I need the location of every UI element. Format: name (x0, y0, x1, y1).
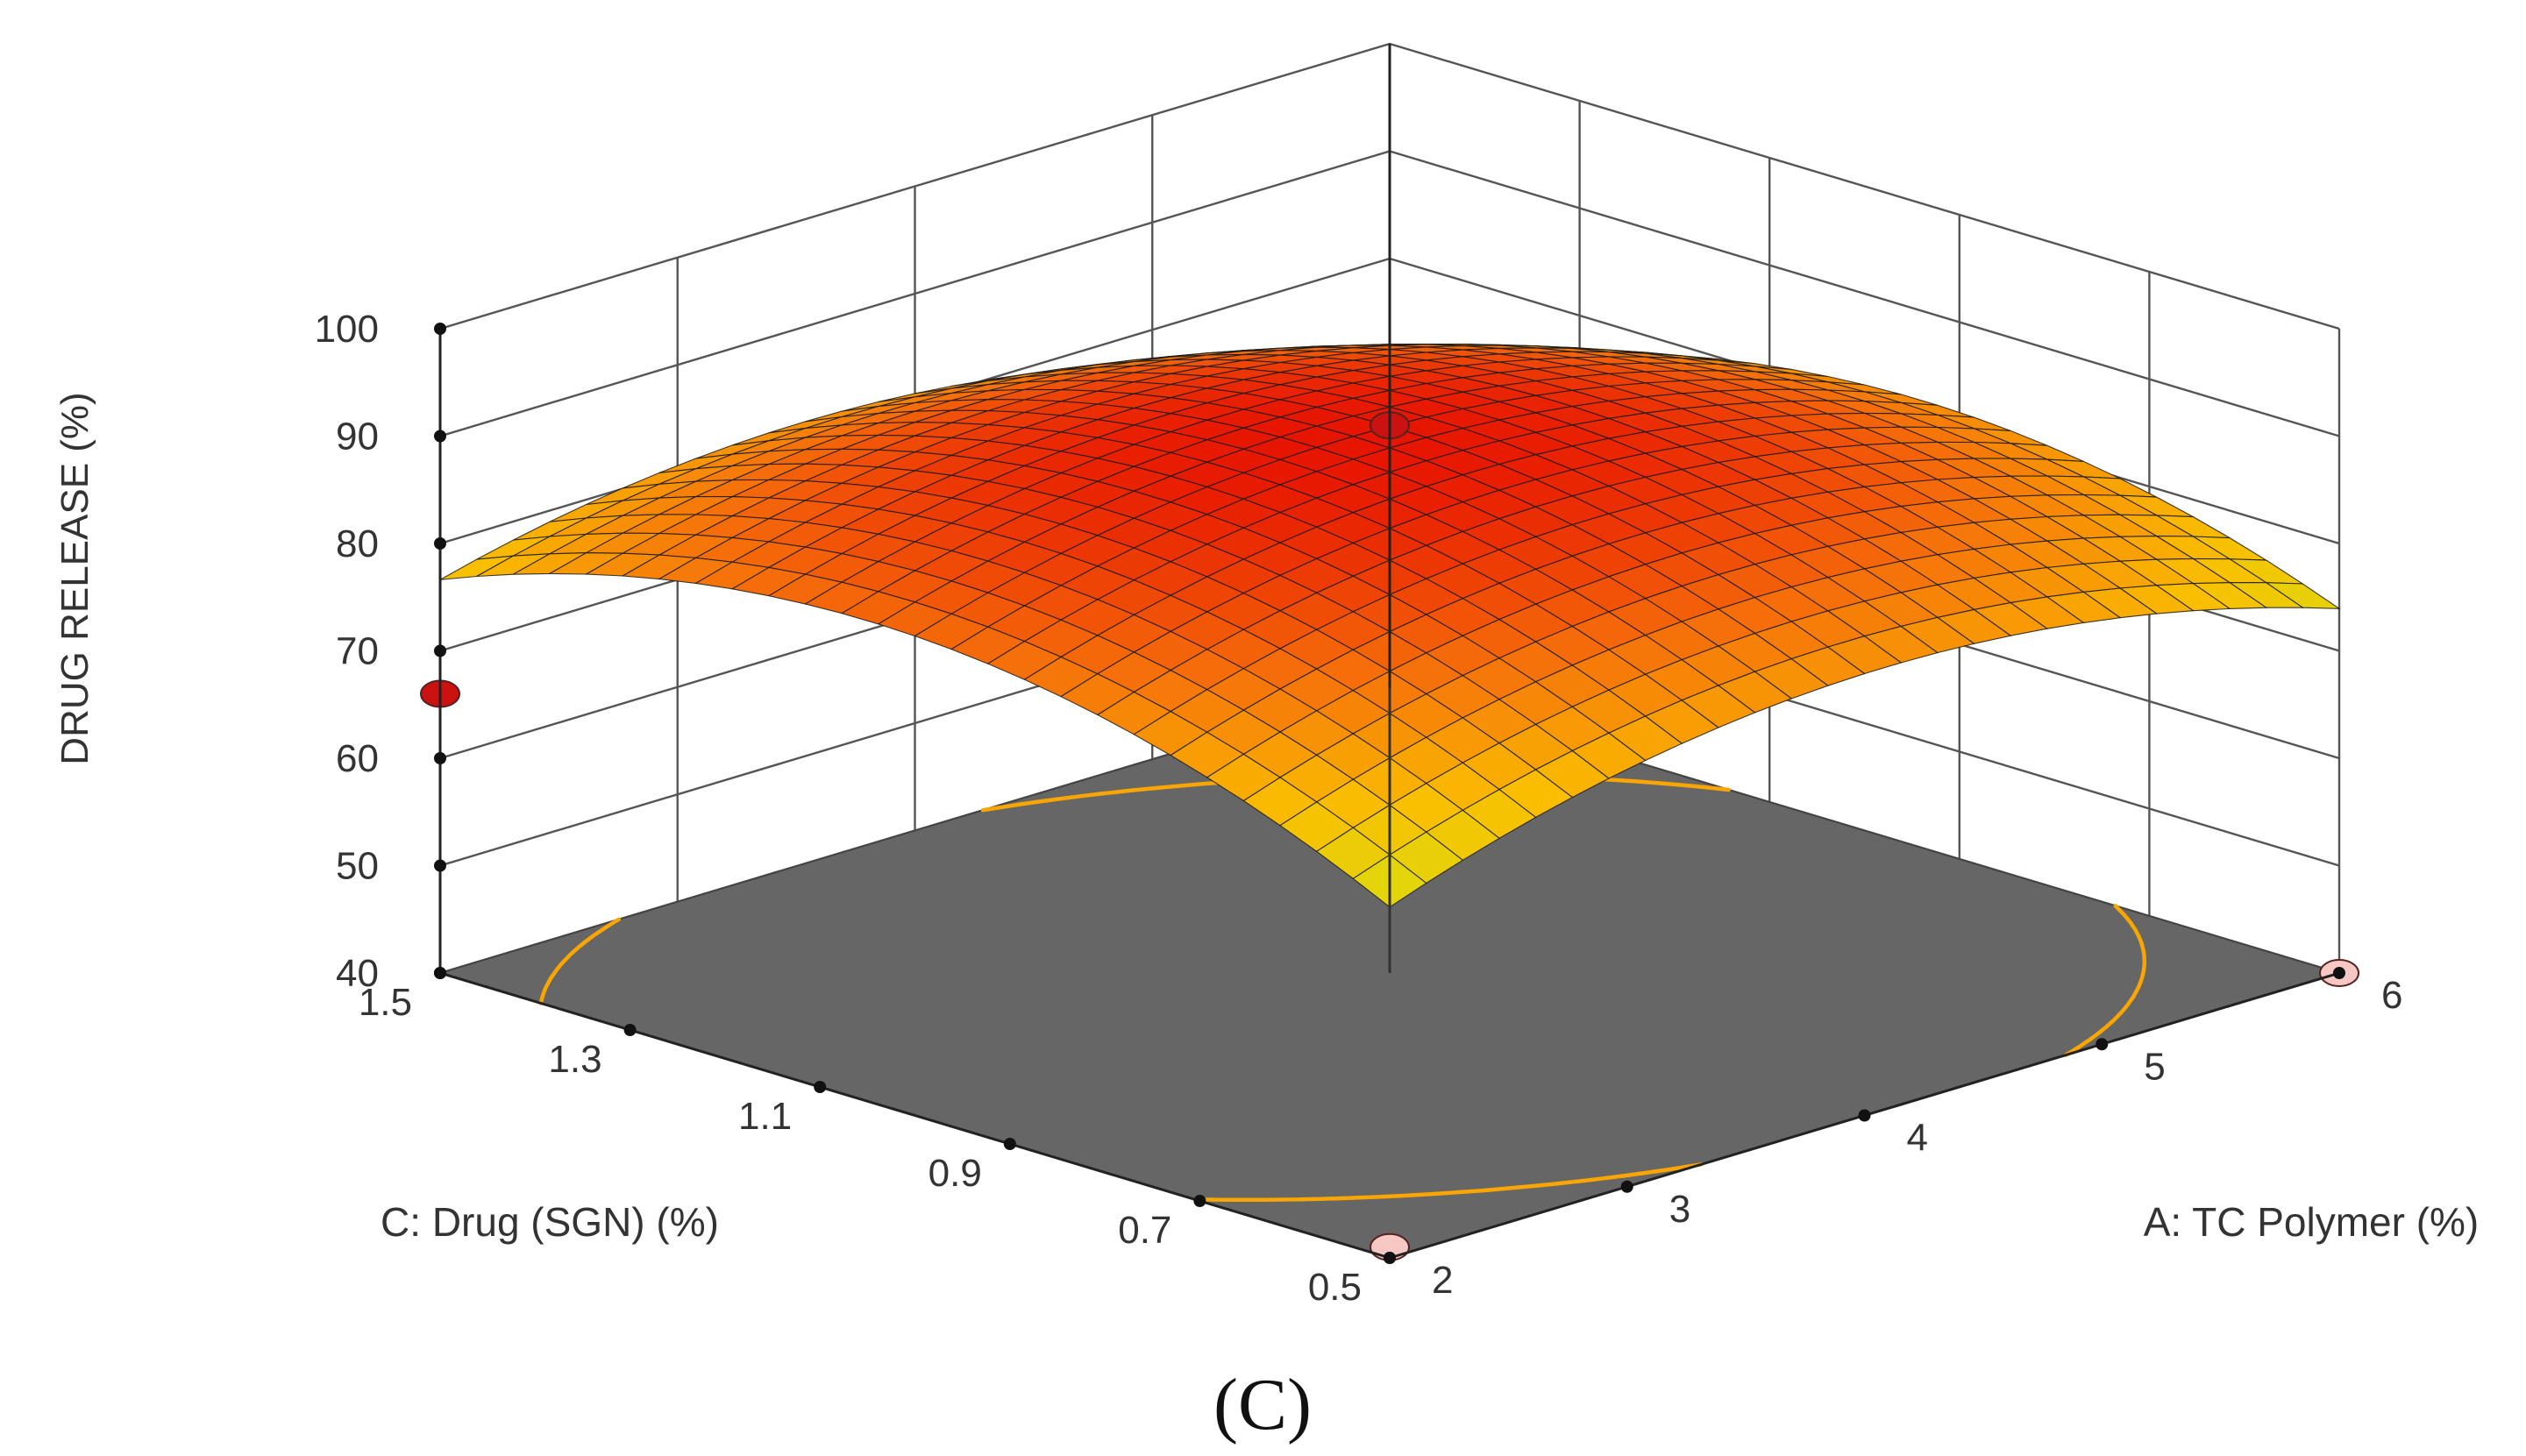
response-surface (439, 344, 2341, 908)
z-tick-dot (434, 430, 446, 443)
z-tick-label: 40 (336, 952, 379, 995)
y-tick-dot (1003, 1138, 1016, 1150)
x-tick-label: 6 (2381, 974, 2402, 1017)
z-tick-label: 50 (336, 845, 379, 888)
z-tick-dot (434, 644, 446, 657)
z-tick-label: 90 (336, 415, 379, 458)
y-tick-label: 1.5 (359, 981, 412, 1024)
z-tick-dot (434, 323, 446, 335)
x-tick-label: 5 (2144, 1045, 2165, 1088)
z-tick-dot (434, 859, 446, 872)
x-tick-label: 3 (1669, 1188, 1690, 1231)
y-tick-dot (1193, 1195, 1206, 1207)
z-axis-label: DRUG RELEASE (%) (53, 392, 96, 764)
z-tick-dot (434, 537, 446, 550)
z-tick-label: 100 (315, 308, 379, 351)
z-tick-label: 80 (336, 522, 379, 565)
y-tick-dot (623, 1024, 637, 1036)
y-tick-dot (434, 967, 446, 979)
x-tick-label: 4 (1907, 1117, 1928, 1160)
x-tick-dot (1620, 1180, 1633, 1193)
x-tick-dot (2333, 967, 2345, 979)
x-tick-label: 2 (1432, 1259, 1453, 1302)
axes: 100 90 80 70 60 50 40 2 3 4 5 6 0.5 0.7 0.9 1.1 1.3 1.5 (315, 44, 2402, 1309)
y-tick-label: 0.5 (1308, 1266, 1362, 1309)
panel-label: (C) (1213, 1364, 1312, 1445)
x-axis-label: A: TC Polymer (%) (2144, 1199, 2480, 1245)
y-tick-dot (1384, 1252, 1396, 1264)
y-tick-label: 1.1 (738, 1095, 792, 1138)
z-tick-label: 60 (336, 737, 379, 780)
x-tick-dot (1858, 1109, 1871, 1122)
y-axis-label: C: Drug (SGN) (%) (381, 1199, 719, 1245)
y-tick-dot (814, 1081, 827, 1093)
z-tick-label: 70 (336, 630, 379, 673)
x-tick-dot (2096, 1038, 2109, 1051)
y-tick-label: 1.3 (548, 1038, 601, 1081)
y-tick-label: 0.9 (929, 1152, 982, 1195)
y-axis-line (439, 971, 1391, 1260)
y-tick-label: 0.7 (1118, 1209, 1171, 1252)
z-tick-dot (434, 752, 446, 764)
